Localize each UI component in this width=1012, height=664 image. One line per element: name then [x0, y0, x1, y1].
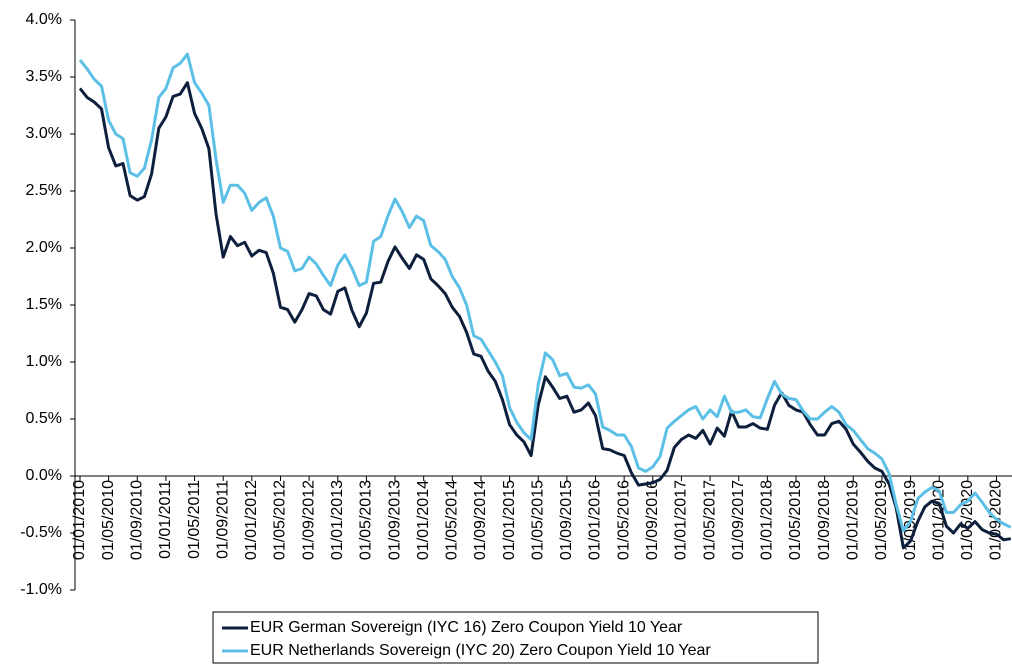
legend-label: EUR German Sovereign (IYC 16) Zero Coupo… [250, 619, 683, 636]
x-tick-label: 01/01/2011 [157, 480, 174, 559]
x-tick-label: 01/05/2019 [873, 480, 890, 560]
legend-label: EUR Netherlands Sovereign (IYC 20) Zero … [250, 642, 711, 659]
x-tick-label: 01/05/2011 [186, 480, 203, 559]
x-tick-label: 01/01/2014 [415, 480, 432, 560]
x-tick-label: 01/05/2016 [615, 480, 632, 560]
y-tick-label: 2.0% [26, 239, 62, 256]
x-tick-label: 01/09/2010 [128, 480, 145, 560]
y-tick-label: 1.0% [26, 353, 62, 370]
y-tick-label: 1.5% [26, 296, 62, 313]
x-tick-label: 01/05/2018 [787, 480, 804, 560]
x-tick-label: 01/09/2015 [558, 480, 575, 560]
y-tick-label: 3.5% [26, 68, 62, 85]
x-tick-label: 01/01/2016 [587, 480, 604, 560]
legend-box [212, 611, 819, 664]
x-tick-label: 01/05/2013 [358, 480, 375, 560]
y-tick-label: -1.0% [20, 581, 62, 598]
series-line [78, 52, 1012, 533]
x-tick-label: 01/05/2017 [701, 480, 718, 560]
x-tick-label: 01/01/2012 [243, 480, 260, 560]
x-tick-label: 01/09/2014 [472, 480, 489, 560]
y-tick-label: 0.5% [26, 410, 62, 427]
x-tick-label: 01/01/2018 [759, 480, 776, 560]
x-tick-label: 01/09/2018 [816, 480, 833, 560]
x-tick-label: 01/01/2017 [673, 480, 690, 560]
series-line [78, 81, 1012, 550]
y-tick-label: 0.0% [26, 467, 62, 484]
x-tick-label: 01/09/2017 [730, 480, 747, 560]
x-tick-label: 01/05/2015 [529, 480, 546, 560]
x-tick-label: 01/09/2016 [644, 480, 661, 560]
x-tick-label: 01/01/2013 [329, 480, 346, 560]
x-tick-label: 01/01/2015 [501, 480, 518, 560]
x-tick-label: 01/01/2019 [844, 480, 861, 560]
x-tick-label: 01/05/2010 [100, 480, 117, 560]
x-tick-label: 01/05/2020 [959, 480, 976, 560]
x-tick-label: 01/05/2014 [444, 480, 461, 560]
y-tick-label: 4.0% [26, 11, 62, 28]
x-tick-label: 01/05/2012 [272, 480, 289, 560]
x-tick-label: 01/09/2011 [214, 480, 231, 559]
x-tick-label: 01/09/2013 [386, 480, 403, 560]
y-tick-label: 3.0% [26, 125, 62, 142]
x-tick-label: 01/01/2010 [71, 480, 88, 560]
y-tick-label: -0.5% [20, 524, 62, 541]
y-tick-label: 2.5% [26, 182, 62, 199]
x-tick-label: 01/09/2012 [300, 480, 317, 560]
